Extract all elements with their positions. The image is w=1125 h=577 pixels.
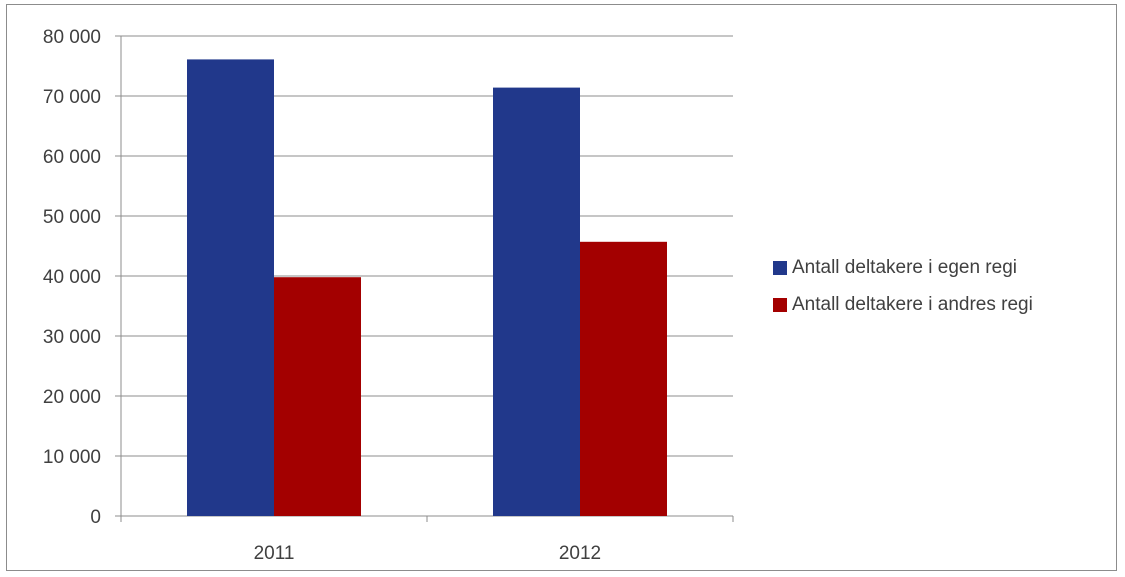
- y-tick-label-0: 0: [90, 507, 101, 528]
- legend-swatch-series-1: [773, 261, 787, 275]
- legend-label-series-2: Antall deltakere i andres regi: [792, 294, 1033, 315]
- y-tick-label-10000: 10 000: [43, 447, 101, 468]
- legend-swatch-series-2: [773, 298, 787, 312]
- legend-item-series-2: Antall deltakere i andres regi: [773, 294, 1033, 315]
- legend: Antall deltakere i egen regi Antall delt…: [773, 257, 1033, 332]
- y-tick-label-60000: 60 000: [43, 147, 101, 168]
- x-tick-label-2012: 2012: [559, 543, 601, 564]
- legend-item-series-1: Antall deltakere i egen regi: [773, 257, 1033, 278]
- bar-2011-series-1: [187, 59, 274, 517]
- legend-label-series-1: Antall deltakere i egen regi: [792, 257, 1017, 278]
- bar-2012-series-1: [493, 87, 580, 516]
- x-tick-label-2011: 2011: [254, 543, 295, 564]
- y-tick-label-40000: 40 000: [43, 267, 101, 288]
- y-tick-label-20000: 20 000: [43, 387, 101, 408]
- y-tick-label-50000: 50 000: [43, 207, 101, 228]
- bar-2012-series-2: [580, 241, 667, 517]
- y-tick-label-30000: 30 000: [43, 327, 101, 348]
- y-tick-label-80000: 80 000: [43, 27, 101, 48]
- y-tick-label-70000: 70 000: [43, 87, 101, 108]
- bar-2011-series-2: [274, 277, 361, 516]
